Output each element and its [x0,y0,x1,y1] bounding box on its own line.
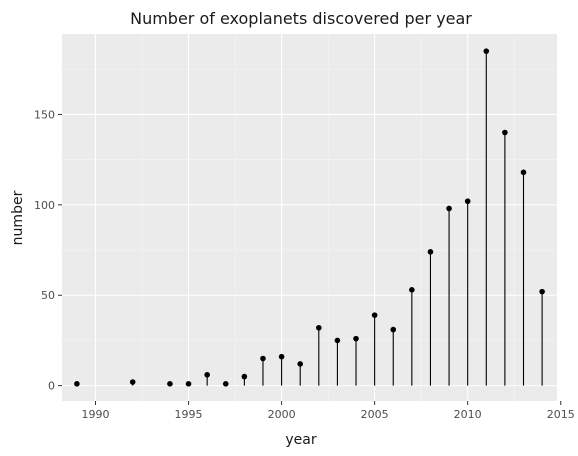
minor-gridlines [62,34,557,401]
point-2001 [297,361,303,367]
point-2003 [334,337,341,344]
point-2014 [539,288,545,295]
point-1998 [241,373,248,380]
chart-title: Number of exoplanets discovered per year [130,9,472,28]
points [74,48,545,387]
point-1996 [204,371,210,378]
point-1999 [260,355,266,362]
point-2010 [464,198,471,205]
y-axis: 0 50 100 150 [34,108,62,393]
point-2004 [353,335,359,342]
y-tick-label: 0 [48,380,55,393]
y-axis-title: number [10,190,26,245]
x-tick-label: 1995 [175,408,203,421]
x-tick-label: 1990 [81,408,109,421]
point-2005 [371,312,378,318]
x-axis: 1990 1995 2000 2005 2010 2015 [81,401,575,421]
point-2000 [278,353,285,360]
point-1997 [222,381,229,387]
x-tick-label: 2015 [547,408,575,421]
x-axis-title: year [285,432,316,448]
x-tick-label: 2010 [454,408,482,421]
plot-panel [62,34,557,401]
x-tick-label: 2000 [268,408,296,421]
point-2012 [502,129,508,136]
point-2013 [520,169,527,176]
y-tick-label: 150 [34,108,55,121]
point-1989 [74,381,80,387]
point-1995 [185,381,192,387]
y-tick-label: 50 [41,289,55,302]
point-1992 [129,379,136,385]
point-2007 [409,287,415,293]
point-2002 [316,324,322,331]
point-2009 [446,205,452,212]
x-tick-label: 2005 [361,408,389,421]
point-2006 [390,326,397,333]
point-2008 [427,249,434,255]
point-2011 [483,48,490,54]
y-tick-label: 100 [34,199,55,212]
point-1994 [167,381,173,387]
